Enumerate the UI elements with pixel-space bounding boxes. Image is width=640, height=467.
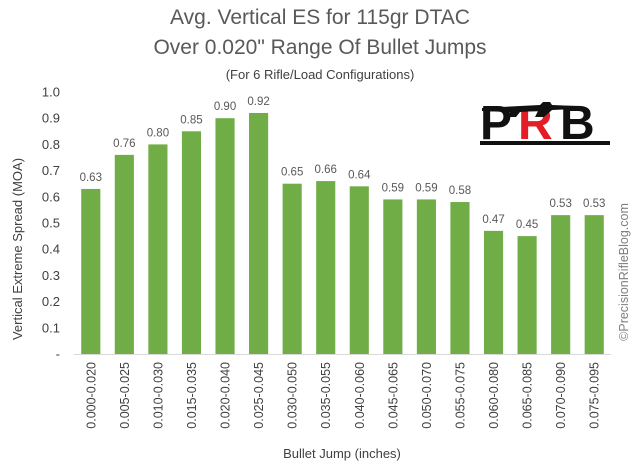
bar — [282, 183, 302, 354]
bar-value-label: 0.53 — [549, 198, 571, 210]
x-category-label: 0.010-0.030 — [151, 362, 165, 429]
bar — [450, 202, 470, 354]
chart-subtitle: (For 6 Rifle/Load Configurations) — [226, 67, 415, 82]
y-tick-label: - — [56, 347, 60, 362]
bar-value-label: 0.45 — [516, 219, 538, 231]
data-labels: 0.63 0.76 0.80 0.85 0.90 0.92 0.65 0.66 0.64 0.59… — [80, 96, 606, 231]
y-tick-label: 0.6 — [42, 189, 60, 204]
x-category-label: 0.000-0.020 — [84, 362, 98, 429]
bar — [551, 215, 571, 354]
rifle-icon — [482, 102, 576, 117]
x-category-label: 0.045-0.065 — [386, 362, 400, 429]
x-category-label: 0.070-0.090 — [554, 362, 568, 429]
prb-logo: P R B — [480, 97, 610, 150]
x-category-label: 0.060-0.080 — [487, 362, 501, 429]
x-category-label: 0.005-0.025 — [118, 362, 132, 429]
x-axis-title: Bullet Jump (inches) — [283, 446, 401, 461]
bar — [249, 112, 269, 355]
bar — [416, 199, 436, 354]
y-tick-label: 0.8 — [42, 137, 60, 152]
x-category-label: 0.055-0.075 — [453, 362, 467, 429]
bar — [517, 236, 537, 354]
x-category-label: 0.030-0.050 — [286, 362, 300, 429]
bar — [148, 144, 168, 354]
x-axis-categories: 0.000-0.020 0.005-0.025 0.010-0.030 0.015-0… — [84, 362, 601, 429]
y-tick-label: 0.5 — [42, 216, 60, 231]
logo-letter-p: P — [480, 97, 512, 150]
bar-value-label: 0.85 — [180, 114, 202, 126]
y-tick-label: 0.3 — [42, 268, 60, 283]
chart-title-line1: Avg. Vertical ES for 115gr DTAC — [170, 6, 470, 29]
bar — [81, 188, 101, 354]
x-category-label: 0.050-0.070 — [420, 362, 434, 429]
bar-value-label: 0.58 — [449, 185, 471, 197]
bar — [483, 230, 504, 354]
bar-value-label: 0.80 — [147, 127, 169, 139]
y-tick-label: 0.9 — [42, 111, 60, 126]
bar — [584, 215, 604, 354]
bar-value-label: 0.64 — [348, 169, 371, 181]
bar-value-label: 0.90 — [214, 101, 236, 113]
bar-value-label: 0.47 — [482, 214, 504, 226]
bar-value-label: 0.53 — [583, 198, 605, 210]
y-tick-label: 0.7 — [42, 163, 60, 178]
bar-value-label: 0.92 — [247, 96, 269, 108]
bar-value-label: 0.76 — [113, 138, 135, 150]
logo-underline — [480, 141, 610, 145]
x-category-label: 0.040-0.060 — [353, 362, 367, 429]
x-category-label: 0.035-0.055 — [319, 362, 333, 429]
bar-value-label: 0.59 — [415, 182, 437, 194]
bar-value-label: 0.66 — [315, 164, 337, 176]
x-category-label: 0.075-0.095 — [588, 362, 602, 429]
bar — [114, 154, 134, 354]
bar — [316, 181, 336, 354]
y-tick-label: 0.2 — [42, 294, 60, 309]
bar — [383, 199, 403, 354]
bar-value-label: 0.63 — [80, 172, 102, 184]
watermark: ©PrecisionRifleBlog.com — [617, 203, 631, 341]
bar — [349, 186, 369, 354]
y-axis-ticks: - 0.1 0.2 0.3 0.4 0.5 0.6 0.7 0.8 0.9 1.0 — [42, 85, 60, 362]
x-category-label: 0.020-0.040 — [219, 362, 233, 429]
bar-value-label: 0.65 — [281, 167, 303, 179]
x-category-label: 0.025-0.045 — [252, 362, 266, 429]
x-category-label: 0.015-0.035 — [185, 362, 199, 429]
logo-letter-b: B — [560, 97, 595, 150]
x-category-label: 0.065-0.085 — [521, 362, 535, 429]
bar — [215, 118, 235, 354]
y-tick-label: 0.1 — [42, 320, 60, 335]
y-tick-label: 1.0 — [42, 85, 60, 100]
y-axis-title: Vertical Extreme Spread (MOA) — [10, 158, 25, 340]
bar-value-label: 0.59 — [382, 182, 404, 194]
bar-series — [81, 112, 604, 355]
y-tick-label: 0.4 — [42, 242, 60, 257]
chart-title-line2: Over 0.020" Range Of Bullet Jumps — [153, 36, 486, 59]
bar — [181, 131, 202, 354]
